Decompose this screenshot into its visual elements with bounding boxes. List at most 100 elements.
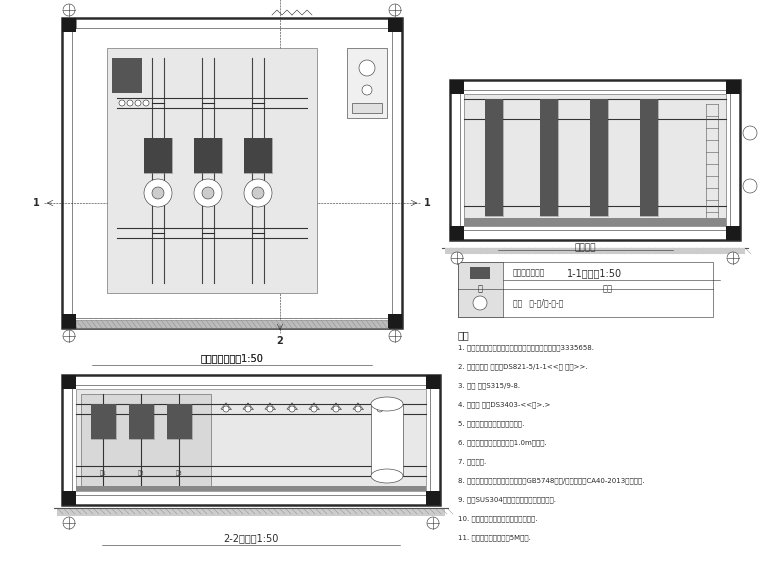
Bar — [458, 262, 713, 317]
Circle shape — [127, 100, 133, 106]
Bar — [590, 99, 608, 216]
Circle shape — [389, 330, 401, 342]
Text: 图例说明: 图例说明 — [575, 243, 596, 252]
Bar — [450, 80, 464, 94]
Text: 阀门   工-阀/止-止-阀: 阀门 工-阀/止-止-阀 — [513, 299, 563, 307]
Bar — [485, 99, 503, 216]
Circle shape — [389, 4, 401, 16]
Circle shape — [311, 406, 317, 412]
Bar — [450, 80, 740, 240]
Text: 1. 给排水管道、阀门及管件按图示安装，管道型号按3335658.: 1. 给排水管道、阀门及管件按图示安装，管道型号按3335658. — [458, 344, 594, 351]
Bar — [62, 375, 76, 389]
Text: 泵1: 泵1 — [100, 470, 106, 476]
Bar — [352, 103, 382, 113]
Bar — [144, 138, 172, 173]
Ellipse shape — [371, 469, 403, 483]
Text: 1: 1 — [424, 198, 431, 208]
Text: 9. 管道SUS304免，铸铁管道均须特殊处理.: 9. 管道SUS304免，铸铁管道均须特殊处理. — [458, 496, 556, 503]
Bar — [167, 404, 192, 439]
Text: 7. 管道油漆.: 7. 管道油漆. — [458, 458, 486, 465]
Bar — [167, 404, 192, 439]
Circle shape — [143, 100, 149, 106]
Text: 11. 消防水泵控制柜安装5M以内.: 11. 消防水泵控制柜安装5M以内. — [458, 534, 531, 540]
Bar — [62, 18, 76, 32]
Text: 6. 水泵、流量计出入口前后1.0m内管道.: 6. 水泵、流量计出入口前后1.0m内管道. — [458, 439, 546, 446]
Circle shape — [63, 330, 75, 342]
Text: 给排水泵组合体: 给排水泵组合体 — [513, 268, 546, 278]
Bar — [460, 90, 730, 230]
Text: 2: 2 — [277, 336, 283, 346]
Bar — [76, 320, 388, 328]
Circle shape — [194, 179, 222, 207]
Bar — [371, 404, 403, 476]
Circle shape — [743, 126, 757, 140]
Bar — [590, 99, 608, 216]
Bar — [62, 491, 76, 505]
Circle shape — [119, 100, 125, 106]
Bar — [244, 138, 272, 173]
Circle shape — [473, 296, 487, 310]
Circle shape — [362, 85, 372, 95]
Bar — [388, 314, 402, 328]
Bar — [57, 508, 445, 516]
Bar — [726, 226, 740, 240]
Text: 给水泵房平面图1:50: 给水泵房平面图1:50 — [201, 353, 264, 363]
Bar — [726, 80, 740, 94]
Circle shape — [355, 406, 361, 412]
Text: 泵3: 泵3 — [176, 470, 182, 476]
Circle shape — [63, 517, 75, 529]
Circle shape — [63, 4, 75, 16]
Circle shape — [333, 406, 339, 412]
Bar — [540, 99, 558, 216]
Bar — [81, 394, 211, 486]
Circle shape — [451, 252, 463, 264]
Circle shape — [223, 406, 229, 412]
Circle shape — [267, 406, 273, 412]
Text: 8. 金属管道的接地按钢管接地标准GB5748，主/角钢接地，CA40-2013图册图集.: 8. 金属管道的接地按钢管接地标准GB5748，主/角钢接地，CA40-2013… — [458, 477, 644, 483]
Bar — [72, 28, 392, 318]
Text: 说明: 说明 — [603, 284, 613, 294]
Bar — [458, 262, 503, 317]
Circle shape — [427, 517, 439, 529]
Text: 2. 给排水泵组 型号按DS821-5/1-1<<卧 型泵>>.: 2. 给排水泵组 型号按DS821-5/1-1<<卧 型泵>>. — [458, 363, 587, 369]
Bar — [129, 404, 154, 439]
Circle shape — [377, 406, 383, 412]
Ellipse shape — [371, 397, 403, 411]
Circle shape — [245, 406, 251, 412]
Bar — [194, 138, 222, 173]
Bar — [62, 375, 440, 505]
Bar — [426, 491, 440, 505]
Text: 泵2: 泵2 — [138, 470, 144, 476]
Bar — [347, 48, 387, 118]
Text: 给水泵房平面图1:50: 给水泵房平面图1:50 — [201, 353, 264, 363]
Bar — [445, 248, 745, 254]
Circle shape — [135, 100, 141, 106]
Text: 符: 符 — [477, 284, 483, 294]
Bar — [72, 385, 430, 495]
Bar — [464, 218, 726, 226]
Circle shape — [289, 406, 295, 412]
Bar — [464, 94, 726, 226]
Bar — [129, 404, 154, 439]
Circle shape — [727, 252, 739, 264]
Text: 10. 本图规范标注的进出水管若有疑问.: 10. 本图规范标注的进出水管若有疑问. — [458, 515, 537, 522]
Bar — [194, 138, 222, 173]
Bar — [144, 138, 172, 173]
Bar — [62, 314, 76, 328]
Circle shape — [152, 187, 164, 199]
Bar — [76, 486, 426, 491]
Bar — [540, 99, 558, 216]
Bar — [112, 58, 142, 93]
Bar — [470, 267, 490, 279]
Bar — [388, 18, 402, 32]
Circle shape — [244, 179, 272, 207]
Bar — [640, 99, 658, 216]
Text: 3. 阀门 型号S315/9-8.: 3. 阀门 型号S315/9-8. — [458, 382, 520, 389]
Bar — [107, 48, 317, 293]
Bar — [244, 138, 272, 173]
Circle shape — [202, 187, 214, 199]
Bar — [91, 404, 116, 439]
Text: 1-1剖面图1:50: 1-1剖面图1:50 — [568, 268, 622, 278]
Bar — [426, 375, 440, 389]
Circle shape — [743, 179, 757, 193]
